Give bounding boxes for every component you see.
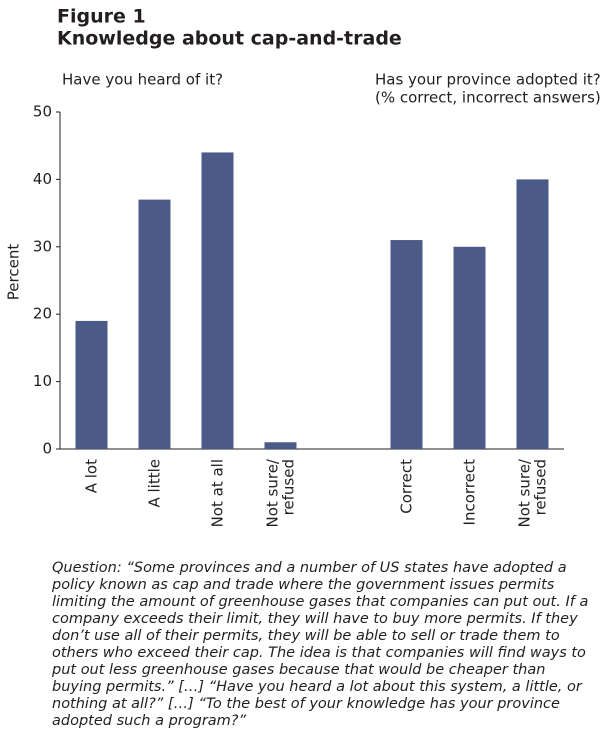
y-tick-label: 20 (33, 305, 52, 323)
x-tick-label: Not sure/refused (263, 458, 297, 527)
x-tick-label: Incorrect (460, 459, 478, 526)
group-label: (% correct, incorrect answers) (375, 89, 600, 107)
bar (516, 179, 549, 449)
y-tick-label: 30 (33, 237, 52, 255)
chart-subtitle: Knowledge about cap-and-trade (57, 28, 402, 50)
bar (453, 246, 486, 449)
x-tick-label: A little (145, 459, 163, 508)
y-tick-label: 0 (42, 440, 52, 458)
group-label: Have you heard of it? (62, 71, 223, 89)
bar (264, 442, 297, 449)
bar (75, 320, 108, 449)
bar (390, 240, 423, 449)
question-note: Question: “Some provinces and a number o… (52, 560, 589, 729)
y-tick-label: 10 (33, 372, 52, 390)
x-tick-label: Correct (397, 459, 415, 514)
y-tick-label: 50 (33, 103, 52, 121)
y-axis-label: Percent (5, 244, 23, 301)
chart-title: Figure 1 (57, 6, 146, 28)
x-tick-label: Not at all (208, 459, 226, 527)
bar (138, 199, 171, 449)
bar (201, 152, 234, 449)
y-tick-label: 40 (33, 170, 52, 188)
group-label: Has your province adopted it? (375, 71, 600, 89)
x-tick-label: Not sure/refused (515, 458, 549, 527)
x-tick-label: A lot (82, 459, 100, 493)
